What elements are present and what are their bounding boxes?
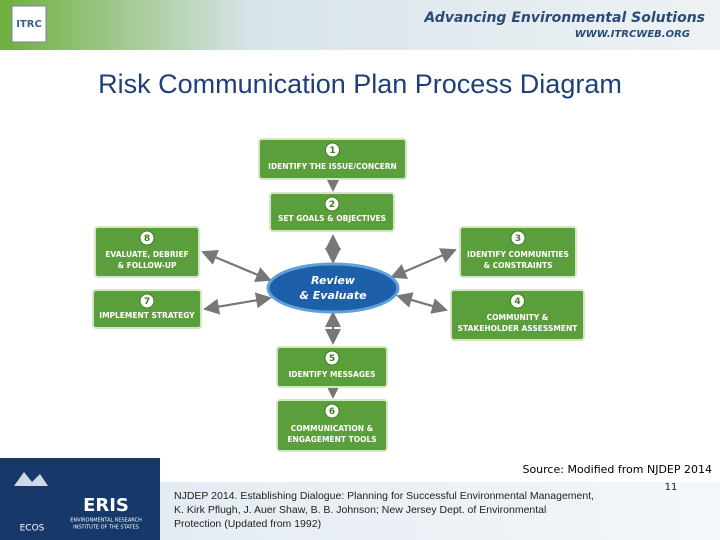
step-label: STAKEHOLDER ASSESSMENT bbox=[458, 324, 579, 333]
step-label: & CONSTRAINTS bbox=[484, 261, 553, 270]
step-label: ENGAGEMENT TOOLS bbox=[287, 435, 376, 444]
step-label: SET GOALS & OBJECTIVES bbox=[278, 214, 386, 223]
step-badge bbox=[510, 293, 525, 309]
process-node bbox=[276, 346, 388, 388]
center-label: Review bbox=[311, 274, 356, 287]
citation: NJDEP 2014. Establishing Dialogue: Plann… bbox=[174, 490, 594, 502]
step-number: 5 bbox=[329, 354, 335, 364]
step-number: 2 bbox=[329, 200, 335, 210]
source: Source: Modified from NJDEP 2014 bbox=[522, 463, 712, 476]
page-number: 11 bbox=[665, 482, 678, 493]
step-label: IDENTIFY MESSAGES bbox=[288, 370, 375, 379]
citation: Protection (Updated from 1992) bbox=[174, 518, 321, 530]
process-node bbox=[459, 226, 577, 278]
center-label: & Evaluate bbox=[299, 289, 367, 302]
step-badge bbox=[324, 403, 340, 419]
footer-logo-panel bbox=[0, 458, 160, 540]
process-node bbox=[450, 289, 585, 341]
step-badge bbox=[324, 350, 340, 366]
process-node bbox=[276, 399, 388, 452]
step-badge bbox=[139, 230, 155, 246]
tagline: Advancing Environmental Solutions bbox=[423, 10, 705, 26]
step-badge bbox=[325, 142, 340, 158]
title: Risk Communication Plan Process Diagram bbox=[98, 69, 622, 99]
step-badge bbox=[139, 293, 155, 309]
process-node bbox=[94, 226, 200, 278]
logo-eris: ERIS bbox=[83, 495, 129, 516]
logo: ITRC bbox=[16, 19, 42, 30]
arrows bbox=[201, 176, 457, 399]
step-number: 8 bbox=[144, 234, 150, 244]
process-node bbox=[258, 138, 407, 180]
url: WWW.ITRCWEB.ORG bbox=[575, 29, 690, 40]
logo-eris-sub: ENVIRONMENTAL RESEARCH bbox=[70, 518, 142, 524]
step-badge bbox=[510, 230, 526, 246]
step-number: 6 bbox=[329, 407, 335, 417]
process-node bbox=[92, 289, 202, 329]
step-number: 1 bbox=[329, 146, 335, 156]
step-label: COMMUNICATION & bbox=[291, 424, 374, 433]
step-number: 7 bbox=[144, 297, 150, 307]
process-node bbox=[269, 192, 395, 232]
citation: K. Kirk Pflugh, J. Auer Shaw, B. B. John… bbox=[174, 504, 546, 516]
step-label: COMMUNITY & bbox=[487, 313, 549, 322]
step-label: EVALUATE, DEBRIEF bbox=[105, 250, 188, 259]
center-node bbox=[266, 262, 400, 314]
step-label: & FOLLOW-UP bbox=[118, 261, 177, 270]
step-number: 3 bbox=[515, 234, 521, 244]
step-label: IDENTIFY COMMUNITIES bbox=[467, 250, 569, 259]
step-number: 4 bbox=[514, 297, 520, 307]
ecos-mark bbox=[14, 472, 48, 486]
step-label: IMPLEMENT STRATEGY bbox=[99, 311, 195, 320]
logo-ecos: ECOS bbox=[20, 524, 45, 534]
step-label: IDENTIFY THE ISSUE/CONCERN bbox=[268, 162, 397, 171]
step-badge bbox=[324, 196, 340, 212]
header-band bbox=[0, 0, 720, 50]
logo-box bbox=[11, 5, 47, 43]
logo-eris-sub: INSTITUTE OF THE STATES bbox=[73, 525, 139, 531]
